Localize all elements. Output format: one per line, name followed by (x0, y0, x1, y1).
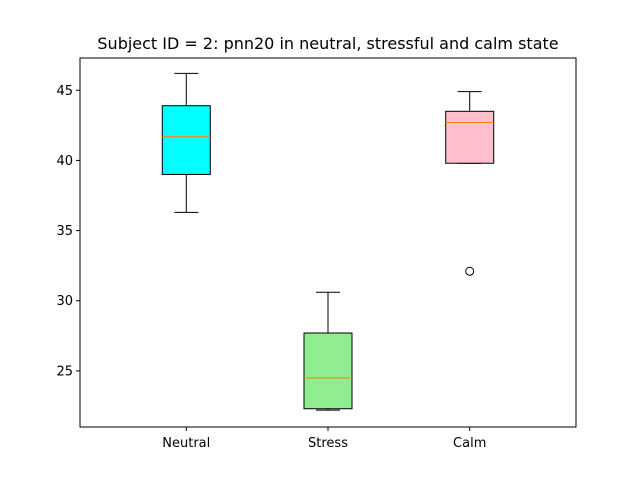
y-tick-label: 25 (56, 364, 73, 379)
chart-title: Subject ID = 2: pnn20 in neutral, stress… (97, 34, 558, 53)
x-tick-label: Neutral (162, 436, 210, 451)
axes: 25 30 35 40 45 Neutral Stress Calm (56, 84, 486, 451)
y-tick-label: 45 (56, 84, 73, 99)
plot-area (161, 72, 495, 411)
x-tick-label: Calm (453, 436, 486, 451)
x-tick-label: Stress (308, 436, 348, 451)
box (445, 110, 495, 164)
box-group-neutral (161, 72, 211, 213)
y-tick-label: 40 (56, 154, 73, 169)
box (161, 105, 211, 175)
y-tick-label: 30 (56, 294, 73, 309)
box-group-stress (303, 291, 353, 411)
box (303, 332, 353, 410)
y-tick-label: 35 (56, 224, 73, 239)
box-group-calm (445, 91, 495, 276)
outlier-point (465, 266, 475, 276)
